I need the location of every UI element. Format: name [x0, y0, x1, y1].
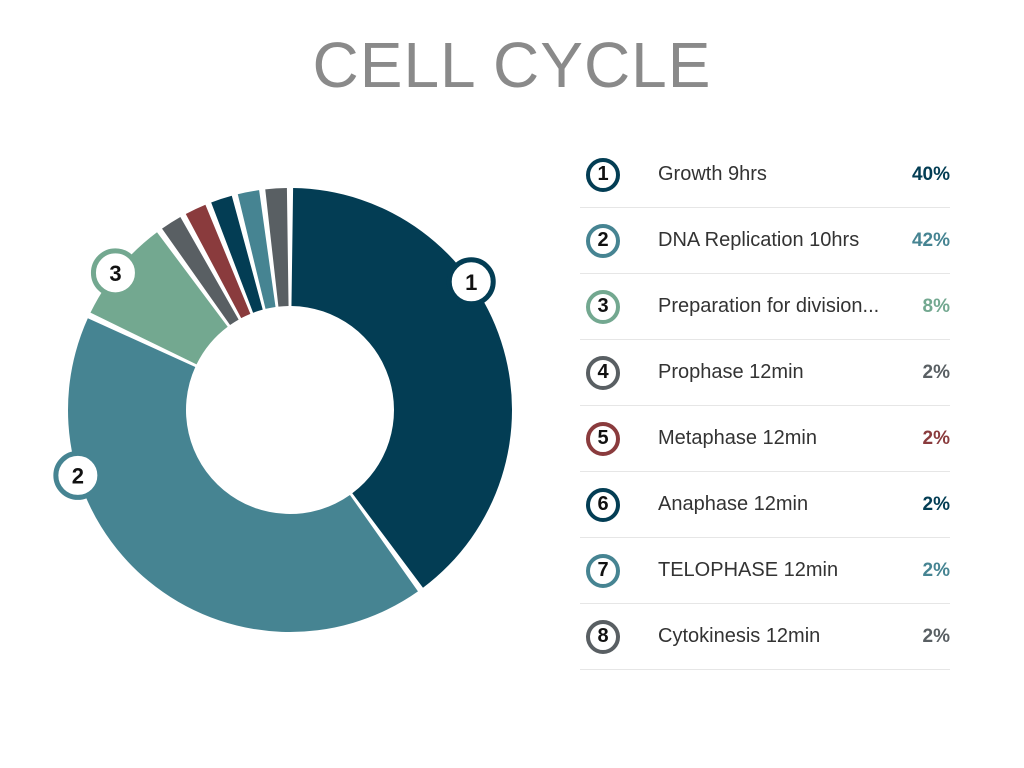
- legend-label: Cytokinesis 12min: [658, 625, 821, 647]
- legend-label: Metaphase 12min: [658, 427, 817, 449]
- slice-badge-circle: [90, 248, 140, 298]
- legend-number-badge: 2: [586, 223, 620, 258]
- legend-percentage: 2%: [922, 361, 950, 383]
- legend-percentage: 42%: [911, 229, 950, 251]
- legend-label: Anaphase 12min: [658, 493, 809, 515]
- donut-chart: 1 2 3: [53, 188, 512, 633]
- slice-badge-1: 1: [446, 257, 496, 307]
- legend-percentage: 2%: [922, 559, 950, 581]
- legend-item: 2 DNA Replication 10hrs 42%: [580, 208, 950, 274]
- legend-item: 8 Cytokinesis 12min 2%: [580, 604, 950, 670]
- slice-badge-number: 1: [465, 270, 477, 295]
- legend-number-badge: 3: [586, 289, 620, 324]
- legend-item: 5 Metaphase 12min 2%: [580, 406, 950, 472]
- legend: 1 Growth 9hrs 40% 2 DNA Replication 10hrs 42%…: [580, 142, 950, 670]
- legend-label: TELOPHASE 12min: [658, 559, 839, 581]
- legend-percentage: 2%: [922, 427, 950, 449]
- legend-item: 4 Prophase 12min 2%: [580, 340, 950, 406]
- donut-slice-7: [237, 190, 276, 309]
- slice-badge-circle: [53, 450, 103, 500]
- legend-number-badge: 5: [586, 421, 620, 456]
- donut-slice-8: [265, 188, 289, 307]
- legend-number-badge: 8: [586, 619, 620, 654]
- donut-slice-5: [185, 204, 251, 319]
- legend-item: 6 Anaphase 12min 2%: [580, 472, 950, 538]
- slice-badge-number: 2: [72, 463, 84, 488]
- legend-number-badge: 6: [586, 487, 620, 522]
- legend-number-badge: 1: [586, 157, 620, 192]
- chart-title: CELL CYCLE: [312, 29, 712, 101]
- legend-label: Prophase 12min: [658, 361, 804, 383]
- legend-percentage: 2%: [922, 493, 950, 515]
- legend-item: 1 Growth 9hrs 40%: [580, 142, 950, 208]
- legend-number-badge: 4: [586, 355, 620, 390]
- legend-item: 3 Preparation for division... 8%: [580, 274, 950, 340]
- donut-slice-6: [211, 195, 263, 313]
- legend-label: Preparation for division...: [658, 295, 880, 317]
- slice-badge-3: 3: [90, 248, 140, 298]
- donut-slice-2: [67, 318, 418, 633]
- legend-label: DNA Replication 10hrs: [658, 229, 860, 251]
- slice-badge-circle: [446, 257, 496, 307]
- slice-badge-number: 3: [109, 261, 121, 286]
- legend-percentage: 8%: [922, 295, 950, 317]
- legend-percentage: 2%: [922, 625, 950, 647]
- legend-item: 7 TELOPHASE 12min 2%: [580, 538, 950, 604]
- legend-number-badge: 7: [586, 553, 620, 588]
- legend-percentage: 40%: [911, 163, 950, 185]
- legend-label: Growth 9hrs: [658, 163, 767, 185]
- slice-badge-2: 2: [53, 450, 103, 500]
- donut-slice-4: [162, 216, 239, 326]
